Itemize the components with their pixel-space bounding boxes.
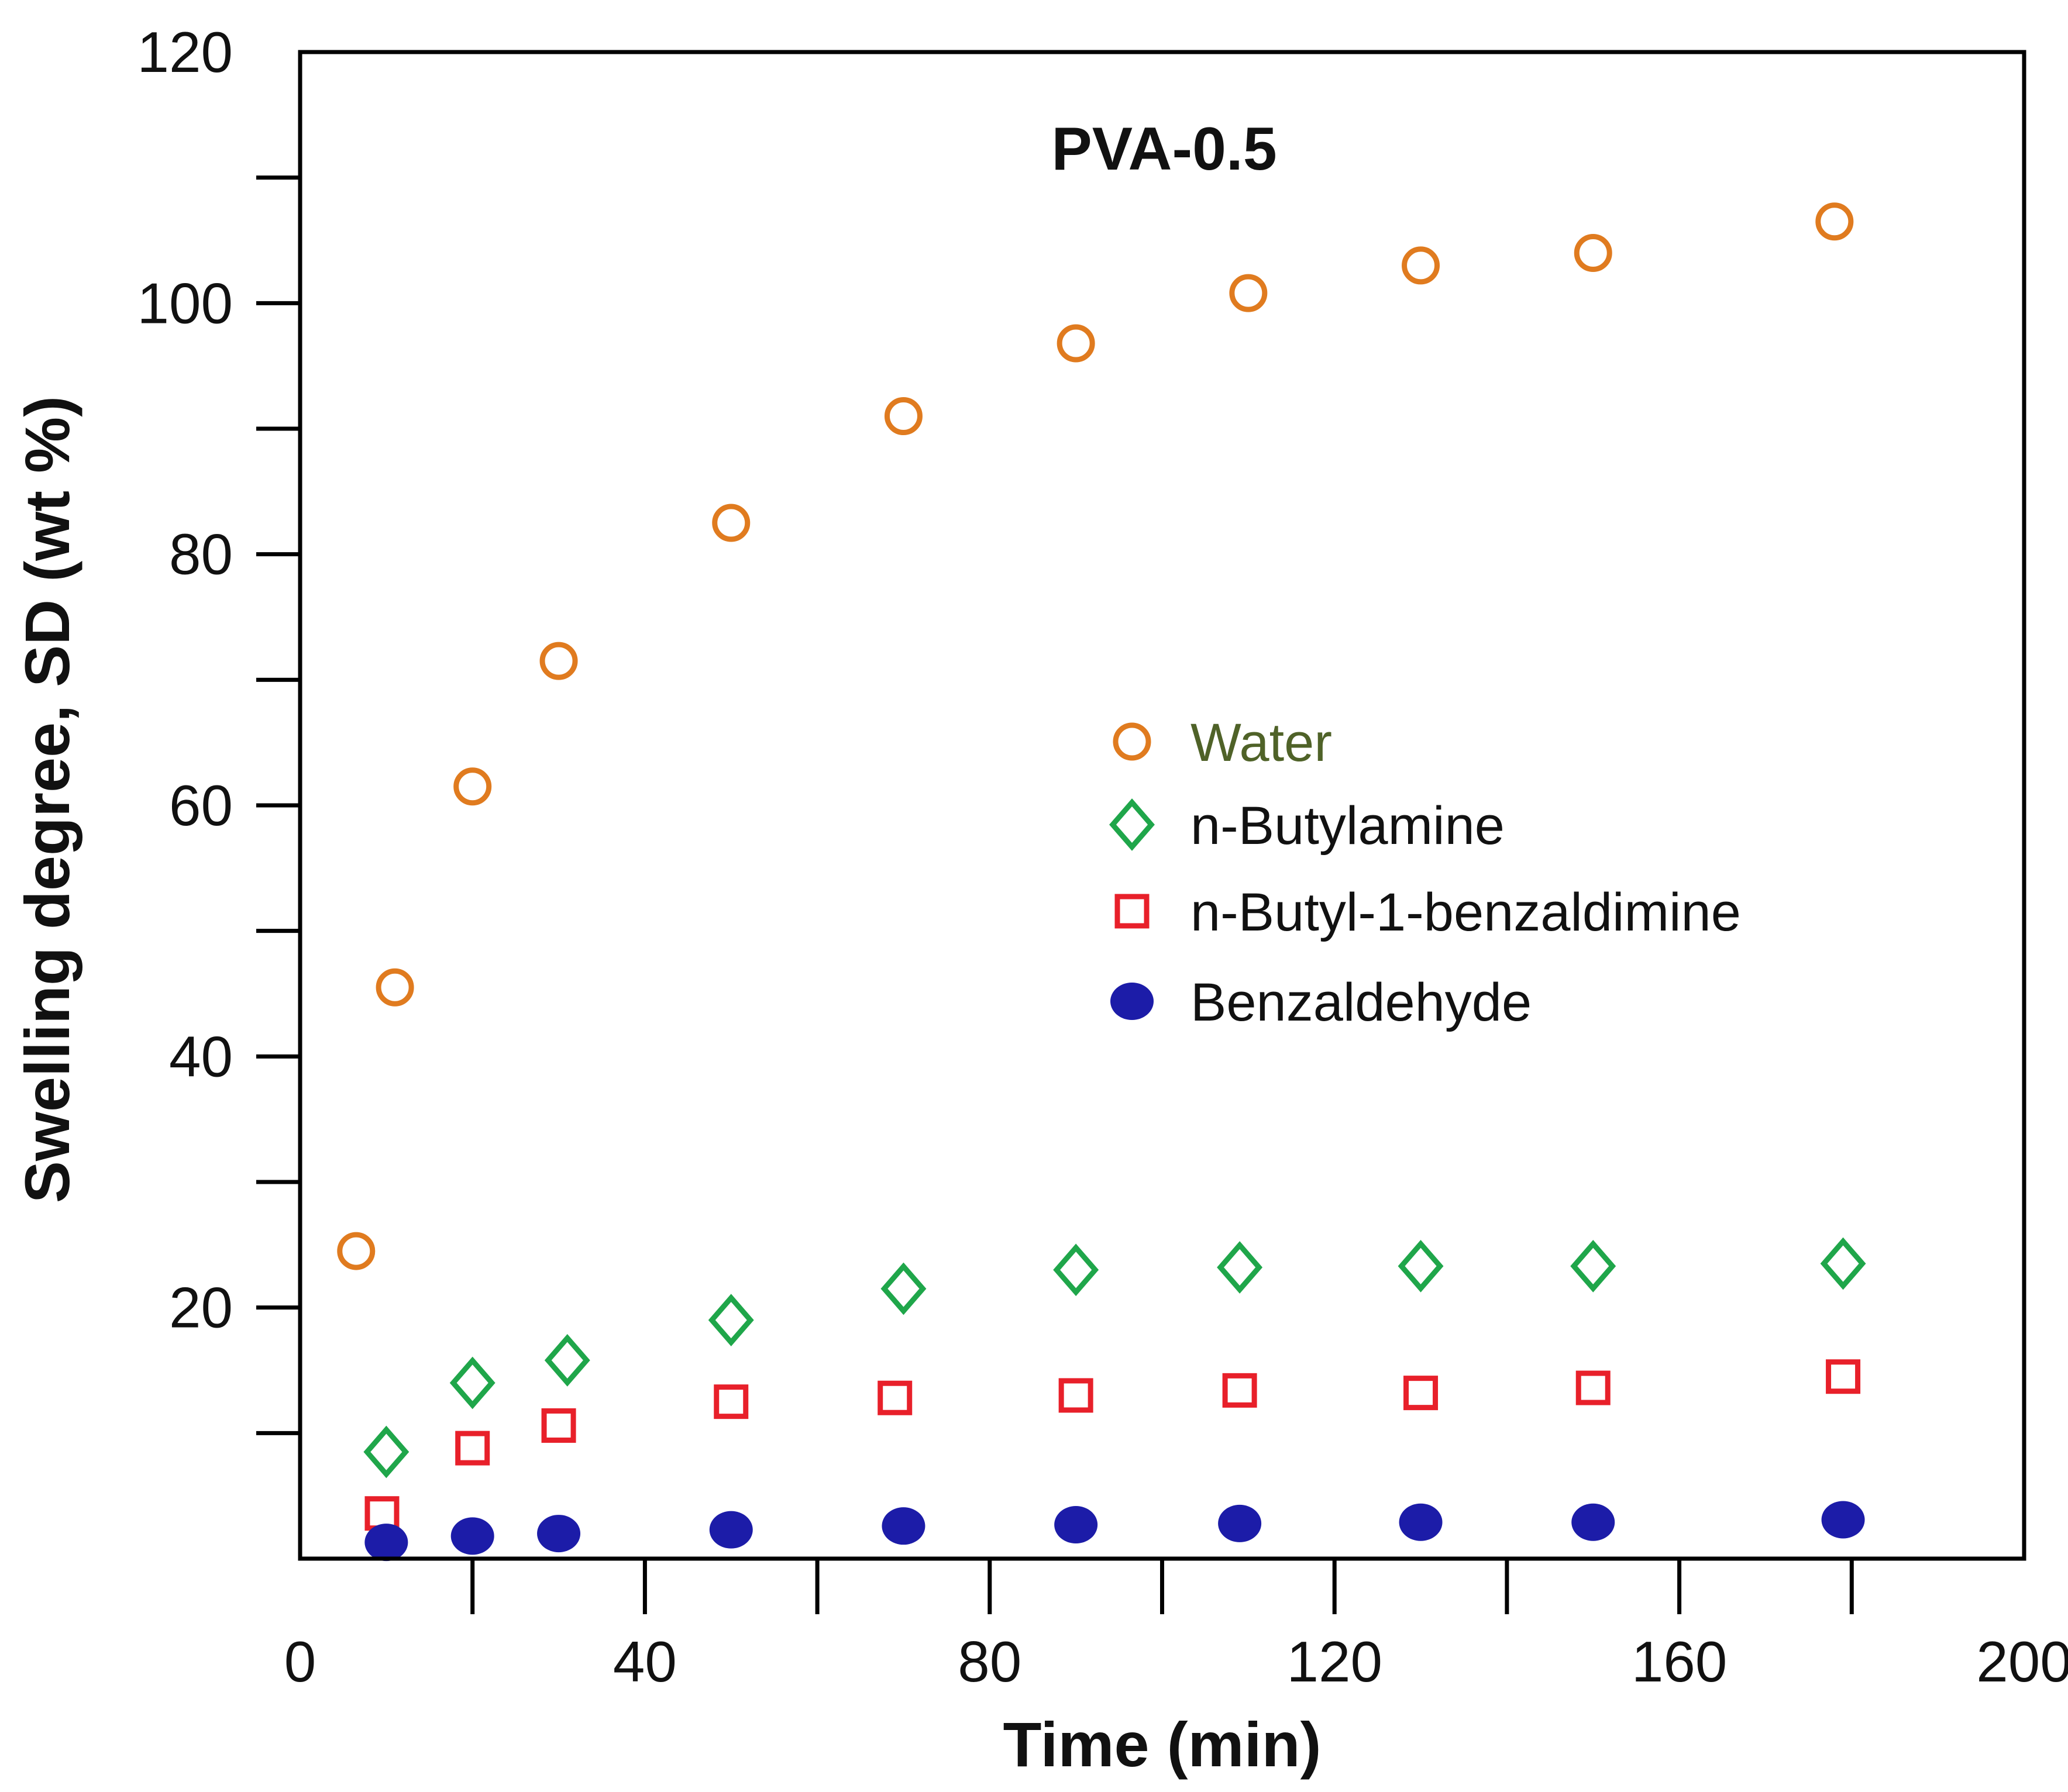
legend-item-n-butyl-1-benzaldimine: n-Butyl-1-benzaldimine	[1114, 883, 1741, 942]
axis-tick-labels: 0 40 80 120 160 200 20 40 60 80 100 120	[137, 20, 2068, 1694]
point-n-butyl-1-benzaldimine	[1826, 1359, 1861, 1394]
point-benzaldehyde	[450, 1517, 494, 1555]
point-n-butyl-1-benzaldimine	[1222, 1373, 1257, 1408]
point-n-butylamine	[1570, 1239, 1616, 1293]
legend-item-water: Water	[1113, 713, 1332, 773]
chart-title: PVA-0.5	[1051, 115, 1276, 183]
y-tick-label: 60	[169, 773, 233, 838]
point-benzaldehyde	[1218, 1504, 1262, 1542]
plot-frame	[298, 50, 2026, 1561]
point-n-butyl-1-benzaldimine	[878, 1380, 913, 1415]
point-n-butylamine	[544, 1333, 590, 1387]
y-axis-title: Swelling degree, SD (wt %)	[12, 396, 82, 1203]
point-n-butylamine	[1820, 1237, 1866, 1290]
point-n-butylamine	[708, 1294, 754, 1346]
legend-label-water: Water	[1190, 713, 1332, 773]
series-water	[337, 202, 1854, 1270]
x-tick-label: 200	[1976, 1629, 2068, 1694]
legend-item-benzaldehyde: Benzaldehyde	[1110, 973, 1532, 1032]
legend-marker-water	[1113, 722, 1151, 761]
legend-marker-n-butyl-1-benzaldimine	[1114, 894, 1150, 929]
point-n-butyl-1-benzaldimine	[455, 1431, 490, 1466]
point-water	[884, 397, 923, 436]
x-tick-label: 40	[613, 1629, 677, 1694]
point-n-butyl-1-benzaldimine	[714, 1384, 749, 1419]
point-n-butyl-1-benzaldimine	[541, 1408, 576, 1443]
point-water	[376, 968, 414, 1007]
y-tick-label: 80	[169, 522, 233, 587]
y-tick-label: 120	[137, 20, 233, 84]
x-tick-label: 160	[1632, 1629, 1728, 1694]
point-benzaldehyde	[1054, 1506, 1098, 1544]
point-benzaldehyde	[364, 1524, 408, 1562]
series-benzaldehyde	[364, 1501, 1865, 1562]
point-benzaldehyde	[1571, 1503, 1615, 1541]
point-water	[1402, 246, 1440, 285]
point-water	[337, 1232, 376, 1270]
legend-label-n-butylamine: n-Butylamine	[1190, 796, 1505, 856]
point-n-butylamine	[880, 1262, 927, 1315]
point-water	[539, 642, 578, 680]
legend-marker-benzaldehyde	[1110, 983, 1154, 1020]
point-benzaldehyde	[537, 1515, 581, 1553]
legend-marker-n-butylamine	[1109, 798, 1155, 851]
y-tick-label: 40	[169, 1024, 233, 1088]
point-water	[453, 767, 492, 806]
legend-item-n-butylamine: n-Butylamine	[1109, 796, 1505, 856]
point-n-butyl-1-benzaldimine	[1058, 1378, 1093, 1413]
y-tick-label: 100	[137, 271, 233, 335]
axis-ticks	[256, 175, 1854, 1614]
legend-label-n-butyl-1-benzaldimine: n-Butyl-1-benzaldimine	[1190, 883, 1741, 942]
legend: Water n-Butylamine n-Butyl-1-benzaldimine B…	[1109, 713, 1741, 1032]
point-water	[1815, 202, 1854, 241]
point-benzaldehyde	[1399, 1503, 1443, 1541]
point-n-butylamine	[363, 1425, 410, 1479]
point-benzaldehyde	[882, 1507, 925, 1545]
x-tick-label: 80	[958, 1629, 1021, 1694]
point-n-butylamine	[1217, 1241, 1263, 1294]
point-n-butyl-1-benzaldimine	[1403, 1376, 1439, 1411]
x-axis-title: Time (min)	[1003, 1709, 1321, 1780]
series-n-butylamine	[363, 1237, 1866, 1479]
legend-label-benzaldehyde: Benzaldehyde	[1190, 973, 1532, 1032]
point-water	[1229, 274, 1268, 312]
point-n-butyl-1-benzaldimine	[1575, 1370, 1611, 1405]
point-n-butylamine	[1053, 1243, 1099, 1297]
point-water	[1574, 233, 1612, 272]
series-n-butyl-1-benzaldimine	[364, 1359, 1861, 1531]
x-tick-label: 0	[284, 1629, 316, 1694]
x-tick-label: 120	[1286, 1629, 1382, 1694]
data-points	[337, 202, 1866, 1562]
point-n-butylamine	[1398, 1239, 1444, 1293]
point-water	[1057, 324, 1095, 363]
point-water	[712, 504, 751, 542]
point-benzaldehyde	[1821, 1501, 1865, 1539]
point-n-butylamine	[449, 1356, 496, 1410]
point-benzaldehyde	[709, 1511, 753, 1549]
y-tick-label: 20	[169, 1276, 233, 1340]
